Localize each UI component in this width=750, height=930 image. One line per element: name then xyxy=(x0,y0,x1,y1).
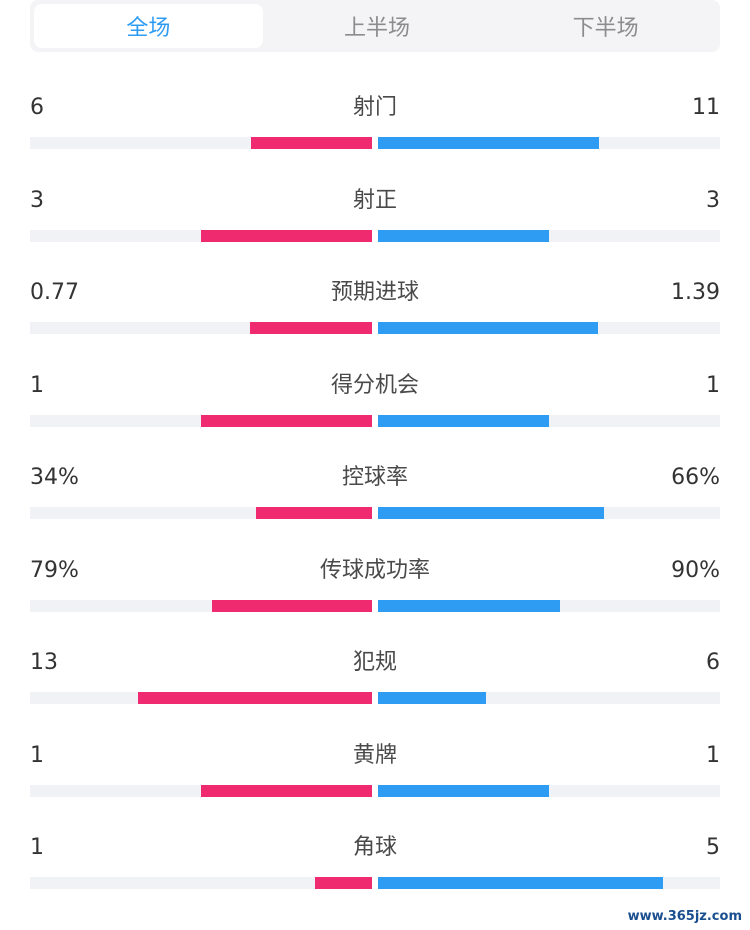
home-bar xyxy=(250,322,372,334)
away-bar xyxy=(378,784,549,797)
home-bar xyxy=(201,784,372,797)
home-bar xyxy=(138,692,372,704)
stats-list: 6 射门 11 3 射正 3 0.77 预期进球 1.39 1 得分机会 1 3… xyxy=(0,90,750,923)
home-bar xyxy=(315,877,372,889)
away-bar xyxy=(378,414,549,427)
away-bar xyxy=(378,877,663,889)
stat-row: 13 犯规 6 xyxy=(0,645,750,738)
away-bar xyxy=(378,599,560,612)
stat-row: 6 射门 11 xyxy=(0,90,750,183)
away-value: 1 xyxy=(706,742,720,768)
home-value: 6 xyxy=(30,95,44,120)
stat-row: 3 射正 3 xyxy=(0,183,750,276)
stat-row: 1 角球 5 xyxy=(0,830,750,923)
stat-label: 预期进球 xyxy=(330,280,419,305)
home-track xyxy=(30,877,372,889)
home-bar xyxy=(251,137,372,149)
home-bar xyxy=(201,229,372,242)
away-bar xyxy=(378,229,549,242)
stat-label: 射门 xyxy=(352,95,397,120)
stat-label: 传球成功率 xyxy=(319,557,430,583)
away-bar xyxy=(378,137,599,149)
tab-second-half[interactable]: 下半场 xyxy=(572,16,639,41)
stat-row: 79% 传球成功率 90% xyxy=(0,553,750,646)
away-value: 1.39 xyxy=(671,280,720,305)
away-value: 11 xyxy=(692,95,720,120)
home-bar xyxy=(212,599,372,612)
stat-label: 犯规 xyxy=(352,650,397,675)
home-value: 1 xyxy=(30,835,44,860)
home-value: 13 xyxy=(30,650,58,675)
away-bar xyxy=(378,322,598,334)
home-bar xyxy=(201,414,372,427)
stat-label: 控球率 xyxy=(341,465,408,490)
away-value: 5 xyxy=(706,835,720,860)
away-value: 66% xyxy=(671,465,720,490)
away-value: 90% xyxy=(671,557,720,583)
away-bar xyxy=(378,692,486,704)
stat-row: 34% 控球率 66% xyxy=(0,460,750,553)
home-value: 34% xyxy=(30,465,79,490)
stat-label: 黄牌 xyxy=(352,742,397,768)
away-bar xyxy=(378,507,604,519)
tab-first-half[interactable]: 上半场 xyxy=(344,16,411,41)
stat-row: 1 黄牌 1 xyxy=(0,738,750,831)
away-value: 1 xyxy=(706,372,720,398)
stat-row: 1 得分机会 1 xyxy=(0,368,750,461)
stat-row: 0.77 预期进球 1.39 xyxy=(0,275,750,368)
home-value: 1 xyxy=(30,742,44,768)
home-value: 79% xyxy=(30,557,79,583)
home-value: 0.77 xyxy=(30,280,79,305)
home-value: 3 xyxy=(30,187,44,213)
home-bar xyxy=(256,507,372,519)
period-tabs: 全场 上半场 下半场 xyxy=(30,0,720,52)
watermark: www.365jz.com xyxy=(627,909,742,924)
stat-label: 得分机会 xyxy=(330,372,419,398)
home-value: 1 xyxy=(30,372,44,398)
tab-full-match[interactable]: 全场 xyxy=(34,4,263,48)
away-value: 3 xyxy=(706,187,720,213)
away-value: 6 xyxy=(706,650,720,675)
stat-label: 角球 xyxy=(352,835,397,860)
stat-label: 射正 xyxy=(352,187,397,213)
